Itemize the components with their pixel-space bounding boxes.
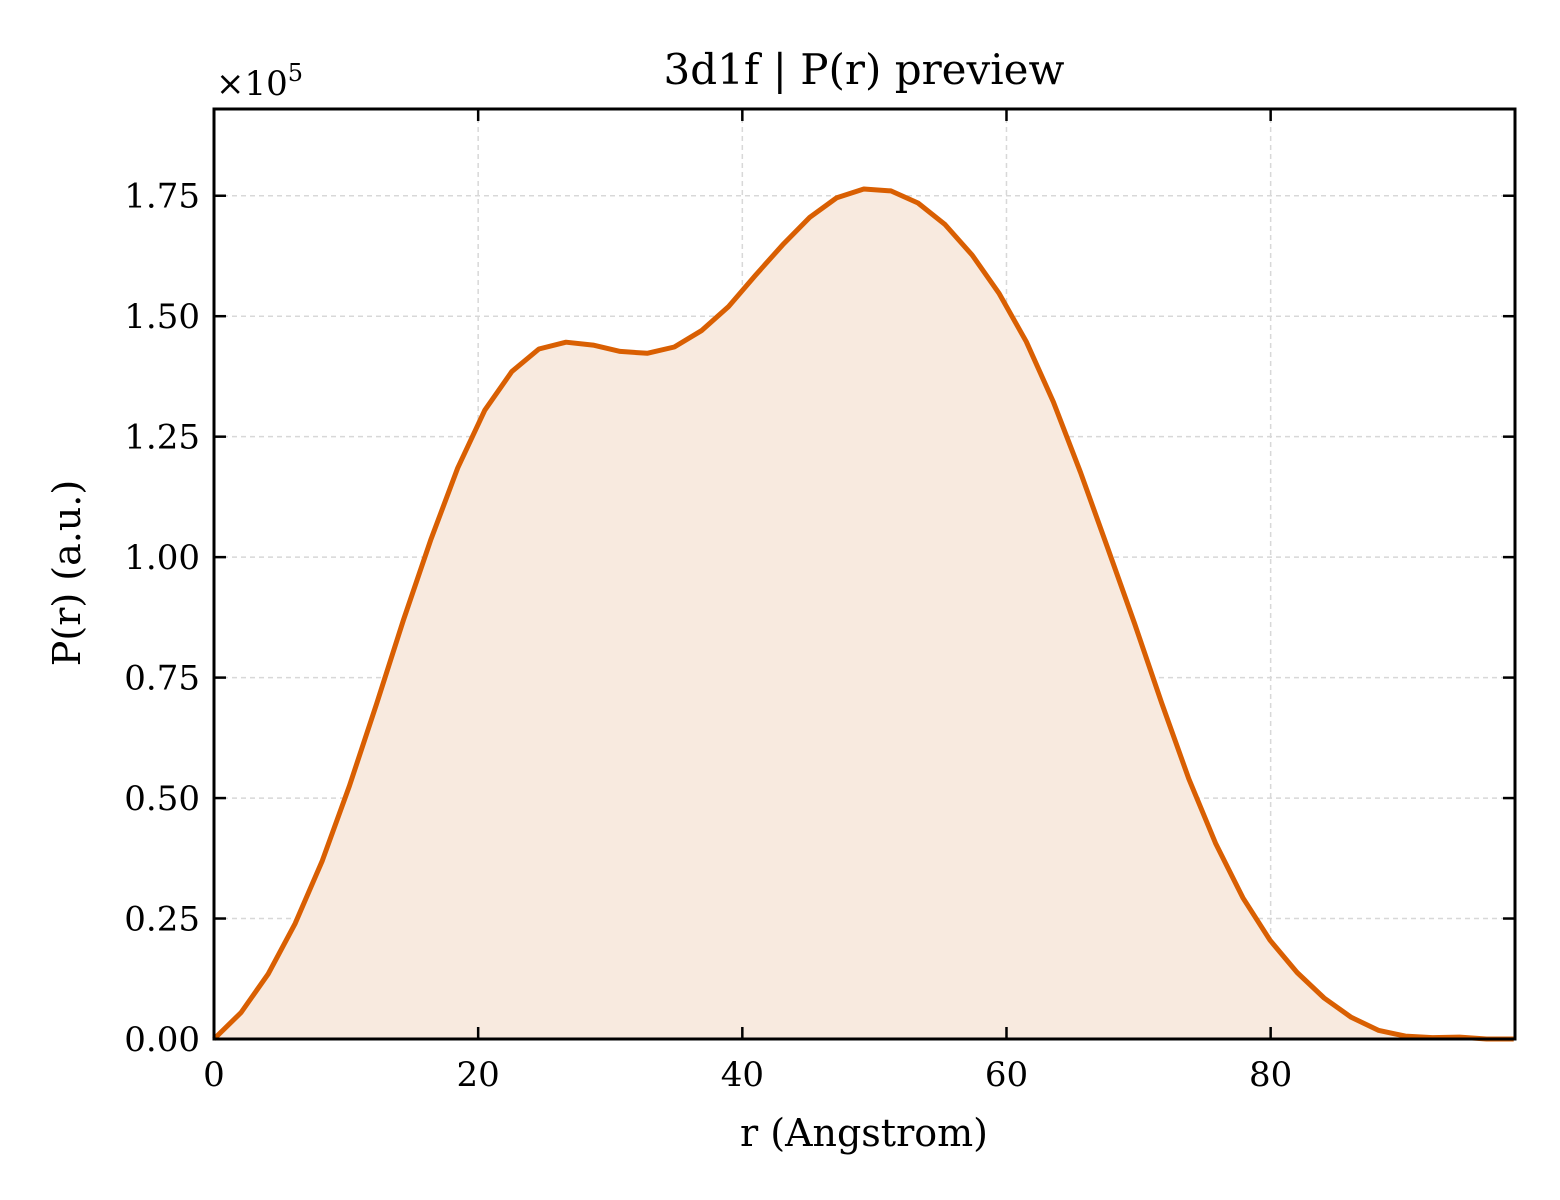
y-tick-label: 0.25 [124, 900, 200, 940]
x-tick-label: 20 [457, 1055, 500, 1095]
plot-frame [212, 107, 1517, 1041]
y-axis-label: P(r) (a.u.) [45, 480, 89, 666]
x-tick-label: 0 [203, 1055, 225, 1095]
x-tick-label: 40 [721, 1055, 764, 1095]
y-tick-label: 0.00 [124, 1020, 200, 1060]
x-tick-label: 80 [1249, 1055, 1292, 1095]
x-axis-label: r (Angstrom) [740, 1111, 988, 1155]
y-tick-label: 1.50 [124, 297, 200, 337]
y-tick-label: 1.00 [124, 538, 200, 578]
area-fill [214, 189, 1514, 1039]
y-axis-offset-exponent: 5 [288, 59, 303, 87]
y-tick-label: 0.75 [124, 659, 200, 699]
y-tick-label: 1.25 [124, 418, 200, 458]
y-axis-offset-base: ×10 [216, 64, 288, 104]
ticks: 0 20 40 60 80 0.00 0.25 0.50 0.75 1.00 1.25 1.50 1.7… [124, 109, 1515, 1095]
chart-title: 3d1f | P(r) preview [664, 45, 1065, 94]
y-tick-label: 1.75 [124, 177, 200, 217]
y-axis-offset-label: ×105 [216, 59, 303, 104]
series-line [212, 186, 1514, 1042]
x-tick-label: 60 [985, 1055, 1028, 1095]
y-tick-label: 0.50 [124, 779, 200, 819]
